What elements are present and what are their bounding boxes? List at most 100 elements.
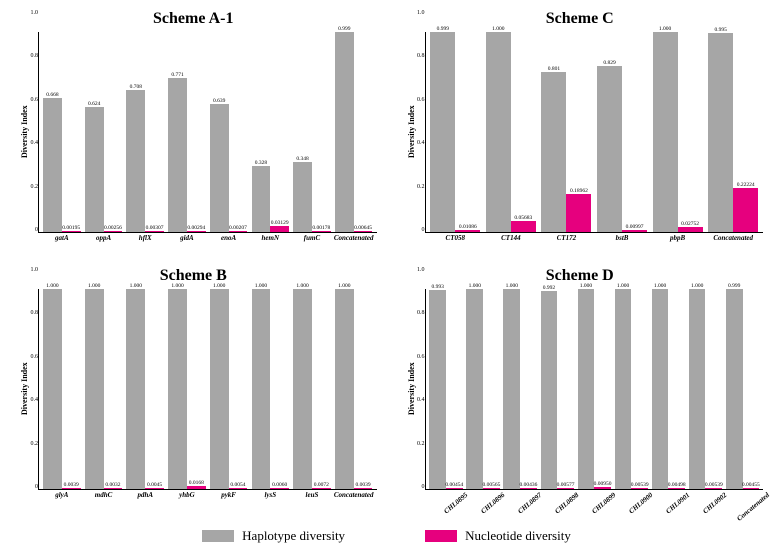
hap-value: 0.995 [714,27,726,33]
hap-value: 1.000 [88,283,100,289]
hap-value: 1.000 [296,283,308,289]
hap-bar: 1.000 [252,289,271,489]
nuc-value: 0.0039 [355,482,370,488]
nuc-bar: 0.18962 [566,194,591,232]
category-label: CHL0897 [516,491,543,515]
legend-item-nuc: Nucleotide diversity [425,528,571,544]
category-label: yhbG [179,491,195,499]
chart-panel-B: Scheme BDiversity Index1.00.80.60.40.201… [10,267,377,514]
y-ticks: 1.00.80.60.40.20 [24,267,38,490]
bar-group: 1.0000.0072leuS [291,289,333,489]
category-label: CHL0896 [479,491,506,515]
nuc-bar: 0.00294 [187,231,206,232]
hap-bar: 1.000 [486,32,511,232]
hap-value: 1.000 [469,283,481,289]
category-label: gatA [55,234,69,242]
hap-value: 0.328 [255,160,267,166]
hap-value: 0.993 [432,284,444,290]
legend-swatch [202,530,234,542]
hap-bar: 1.000 [503,289,520,489]
hap-bar: 1.000 [210,289,229,489]
hap-value: 0.829 [603,60,615,66]
bar-group: 1.0000.00436CHL0897 [502,289,539,489]
nuc-value: 0.00498 [668,482,686,488]
hap-bar: 0.624 [85,107,104,232]
bar-group: 1.0000.00539CHL0900 [613,289,650,489]
hap-value: 1.000 [338,283,350,289]
bars-container: 0.6680.00195gatA0.6240.00256oppA0.7080.0… [39,32,377,232]
nuc-value: 0.00207 [229,225,247,231]
nuc-bar: 0.00178 [312,231,331,232]
hap-bar: 0.801 [541,72,566,232]
hap-value: 1.000 [46,283,58,289]
bar-group: 0.9990.01086CT058 [428,32,484,232]
hap-bar: 0.999 [335,32,354,232]
nuc-bar: 0.0039 [62,488,81,489]
bar-group: 1.0000.0039glyA [41,289,83,489]
nuc-value: 0.0168 [189,480,204,486]
nuc-value: 0.00195 [62,225,80,231]
category-label: CHL0895 [442,491,469,515]
category-label: fumC [304,234,320,242]
bar-group: 0.3480.00178fumC [291,32,333,232]
hap-bar: 1.000 [615,289,632,489]
hap-bar: 1.000 [335,289,354,489]
bar-group: 0.9920.00577CHL0898 [539,289,576,489]
hap-value: 1.000 [492,26,504,32]
nuc-value: 0.05683 [514,215,532,221]
hap-bar: 1.000 [293,289,312,489]
category-label: CHL0898 [553,491,580,515]
bar-group: 1.0000.0060lysS [249,289,291,489]
bar-group: 1.0000.0045pdhA [124,289,166,489]
bar-group: 1.0000.00498CHL0901 [650,289,687,489]
nuc-bar: 0.00455 [743,488,760,489]
nuc-value: 0.01086 [459,224,477,230]
legend-swatch [425,530,457,542]
category-label: Concatenated [736,491,772,523]
hap-value: 1.000 [506,283,518,289]
category-label: CHL0900 [627,491,654,515]
bar-group: 0.6240.00256oppA [83,32,125,232]
bar-group: 0.6390.00207enoA [208,32,250,232]
panel-title: Scheme B [10,267,377,285]
plot-area: 0.6680.00195gatA0.6240.00256oppA0.7080.0… [38,32,377,233]
nuc-value: 0.00565 [482,482,500,488]
hap-value: 0.999 [728,283,740,289]
bar-group: 0.7080.00307hflX [124,32,166,232]
hap-bar: 0.708 [126,90,145,232]
hap-value: 0.624 [88,101,100,107]
category-label: CHL0901 [665,491,692,515]
nuc-value: 0.00455 [742,482,760,488]
bar-group: 0.8010.18962CT172 [539,32,595,232]
legend: Haplotype diversityNucleotide diversity [10,524,763,544]
hap-value: 1.000 [171,283,183,289]
category-label: gidA [180,234,194,242]
category-label: enoA [221,234,236,242]
nuc-value: 0.00294 [187,225,205,231]
plot-area: 0.9930.00454CHL08951.0000.00565CHL08961.… [425,289,764,490]
hap-bar: 0.992 [541,291,558,489]
category-label: CT144 [501,234,520,242]
nuc-value: 0.00539 [631,482,649,488]
nuc-value: 0.00997 [626,224,644,230]
hap-value: 0.999 [437,26,449,32]
chart-panel-C: Scheme CDiversity Index1.00.80.60.40.200… [397,10,764,257]
plot-area: 1.0000.0039glyA1.0000.0032mdhC1.0000.004… [38,289,377,490]
nuc-bar: 0.00256 [104,231,123,232]
hap-bar: 0.993 [429,290,446,489]
bar-group: 0.9950.22224Concatenated [705,32,761,232]
category-label: CT058 [446,234,465,242]
nuc-bar: 0.0045 [145,488,164,489]
bar-group: 0.9990.00645Concatenated [333,32,375,232]
y-ticks: 1.00.80.60.40.20 [24,10,38,233]
nuc-value: 0.0045 [147,482,162,488]
nuc-bar: 0.0072 [312,488,331,489]
category-label: mdhC [95,491,113,499]
nuc-bar: 0.0060 [270,488,289,489]
hap-value: 0.348 [296,156,308,162]
nuc-value: 0.00307 [146,225,164,231]
bar-group: 0.7710.00294gidA [166,32,208,232]
nuc-bar: 0.00195 [62,231,81,232]
plot-area: 0.9990.01086CT0581.0000.05683CT1440.8010… [425,32,764,233]
nuc-bar: 0.0039 [354,488,373,489]
